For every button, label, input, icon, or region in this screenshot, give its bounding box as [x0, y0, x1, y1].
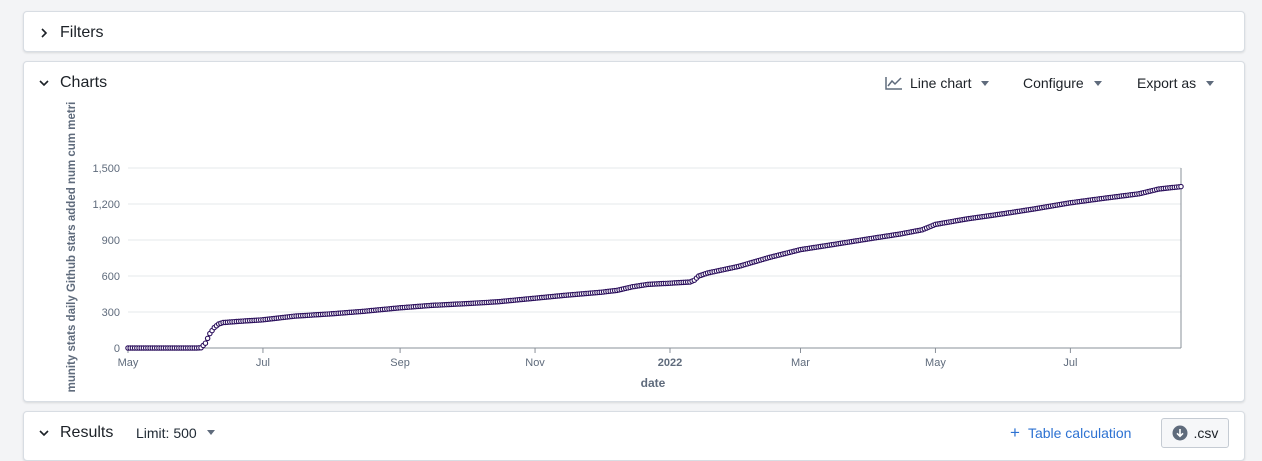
- y-tick-label: 600: [102, 271, 120, 283]
- limit-label: Limit: 500: [136, 424, 197, 441]
- caret-down-icon: [981, 80, 990, 86]
- export-label: Export as: [1137, 75, 1197, 91]
- grid-lines: [128, 167, 1181, 349]
- chevron-right-icon: [41, 27, 48, 38]
- axes: 0 300 600 900 1,200 1,500 May Jul Sep Nov 2022 Mar M…: [92, 163, 1182, 369]
- y-tick-label: 300: [102, 307, 120, 319]
- data-point: [202, 340, 209, 346]
- charts-card: Charts Line chart Configure Export as 0 3…: [23, 61, 1245, 402]
- y-tick-label: 1,200: [92, 199, 120, 211]
- chart-type-label: Line chart: [910, 75, 972, 91]
- chart-type-dropdown[interactable]: Line chart: [885, 71, 990, 95]
- x-tick-label: May: [925, 357, 946, 369]
- line-chart-icon: [885, 77, 902, 90]
- results-card: Results Limit: 500 + Table calculation .…: [23, 411, 1245, 461]
- limit-dropdown[interactable]: Limit: 500: [136, 425, 215, 441]
- caret-down-icon: [206, 430, 215, 435]
- x-tick-label: Nov: [525, 357, 545, 369]
- charts-header: Charts: [24, 62, 1244, 103]
- filters-title: Filters: [60, 23, 104, 41]
- results-title: Results: [60, 423, 114, 441]
- x-tick-label: Sep: [390, 357, 410, 369]
- table-calculation-label: Table calculation: [1027, 424, 1132, 441]
- x-tick-label: Mar: [791, 357, 810, 369]
- caret-down-icon: [1093, 80, 1102, 86]
- export-button[interactable]: Export as: [1137, 71, 1215, 95]
- x-tick-label: Jul: [1063, 357, 1077, 369]
- filters-header[interactable]: Filters: [24, 12, 1244, 53]
- y-axis-label: munity stats daily Github stars added nu…: [66, 102, 78, 393]
- x-tick-label: 2022: [658, 357, 682, 369]
- x-tick-label: Jul: [256, 357, 270, 369]
- configure-label: Configure: [1023, 75, 1084, 91]
- csv-label: .csv: [1193, 425, 1219, 441]
- y-tick-label: 900: [102, 235, 120, 247]
- table-calculation-button[interactable]: + Table calculation: [1010, 423, 1131, 443]
- line-chart: 0 300 600 900 1,200 1,500 May Jul Sep Nov 2022 Mar M…: [66, 102, 1184, 393]
- chevron-down-icon[interactable]: [38, 77, 50, 89]
- results-header: Results Limit: 500 + Table calculation: [24, 412, 1244, 453]
- y-tick-label: 0: [114, 343, 120, 355]
- caret-down-icon: [1206, 80, 1215, 86]
- chevron-down-icon[interactable]: [38, 427, 50, 439]
- filters-card: Filters: [23, 11, 1245, 52]
- charts-title: Charts: [60, 73, 108, 91]
- data-point: [204, 335, 211, 342]
- series: [125, 183, 1184, 351]
- download-icon: [1172, 425, 1188, 441]
- data-point: [1178, 183, 1184, 190]
- export-csv-button[interactable]: .csv: [1161, 418, 1229, 448]
- x-tick-label: May: [118, 357, 139, 369]
- plus-icon: +: [1010, 422, 1020, 442]
- y-tick-label: 1,500: [92, 163, 120, 175]
- x-axis-label: date: [641, 376, 666, 390]
- configure-button[interactable]: Configure: [1023, 71, 1102, 95]
